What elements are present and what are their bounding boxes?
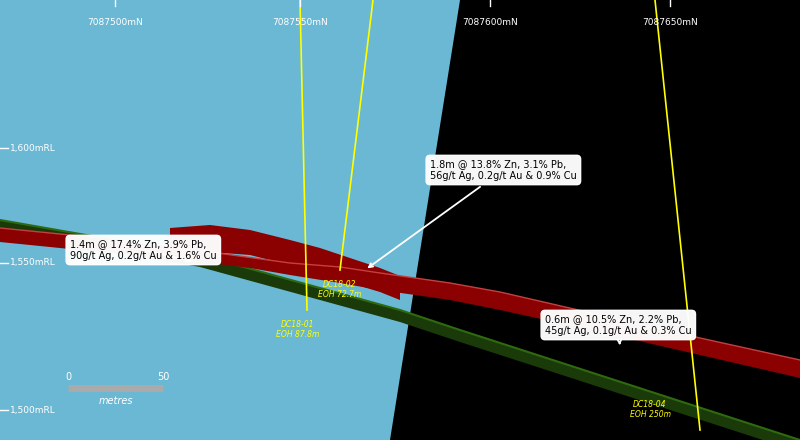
Text: 1,500mRL: 1,500mRL	[10, 406, 56, 414]
Text: 1.4m @ 17.4% Zn, 3.9% Pb,
90g/t Ag, 0.2g/t Au & 1.6% Cu: 1.4m @ 17.4% Zn, 3.9% Pb, 90g/t Ag, 0.2g…	[70, 239, 217, 262]
Text: metres: metres	[98, 396, 133, 406]
Polygon shape	[0, 228, 800, 378]
Polygon shape	[170, 225, 400, 300]
Text: DC18-01
EOH 87.8m: DC18-01 EOH 87.8m	[276, 320, 320, 339]
Text: 0: 0	[65, 372, 71, 382]
Polygon shape	[0, 0, 460, 440]
Text: DC18-04
EOH 250m: DC18-04 EOH 250m	[630, 400, 670, 419]
Polygon shape	[0, 220, 800, 440]
Text: 7087600mN: 7087600mN	[462, 18, 518, 27]
Text: 7087650mN: 7087650mN	[642, 18, 698, 27]
Text: 7087550mN: 7087550mN	[272, 18, 328, 27]
Text: 1,550mRL: 1,550mRL	[10, 258, 56, 268]
Text: DC18-02
EOH 72.7m: DC18-02 EOH 72.7m	[318, 280, 362, 299]
Text: 1.8m @ 13.8% Zn, 3.1% Pb,
56g/t Ag, 0.2g/t Au & 0.9% Cu: 1.8m @ 13.8% Zn, 3.1% Pb, 56g/t Ag, 0.2g…	[369, 159, 577, 267]
Text: 0.6m @ 10.5% Zn, 2.2% Pb,
45g/t Ag, 0.1g/t Au & 0.3% Cu: 0.6m @ 10.5% Zn, 2.2% Pb, 45g/t Ag, 0.1g…	[545, 314, 692, 344]
Text: 7087500mN: 7087500mN	[87, 18, 143, 27]
Text: 50: 50	[157, 372, 169, 382]
Text: 1,600mRL: 1,600mRL	[10, 143, 56, 153]
